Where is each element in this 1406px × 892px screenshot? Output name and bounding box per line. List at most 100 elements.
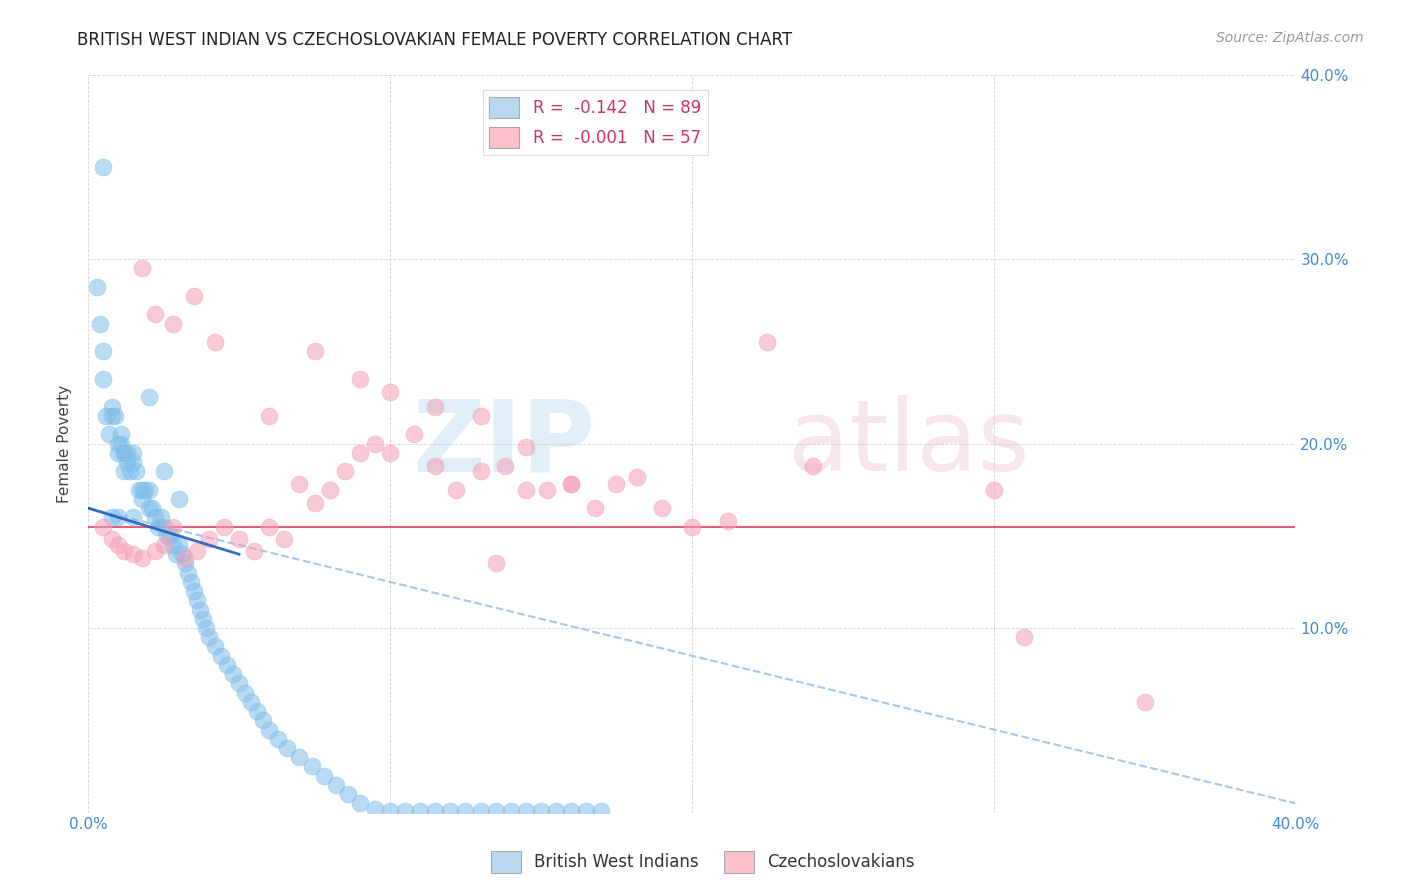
Point bbox=[165, 547, 187, 561]
Point bbox=[183, 584, 205, 599]
Point bbox=[101, 533, 124, 547]
Point bbox=[122, 446, 145, 460]
Point bbox=[146, 519, 169, 533]
Point bbox=[212, 519, 235, 533]
Point bbox=[162, 519, 184, 533]
Point bbox=[626, 469, 648, 483]
Point bbox=[378, 804, 401, 818]
Point bbox=[101, 510, 124, 524]
Point bbox=[96, 409, 118, 423]
Point bbox=[131, 261, 153, 276]
Point bbox=[312, 769, 335, 783]
Point bbox=[125, 464, 148, 478]
Point bbox=[560, 804, 582, 818]
Point bbox=[325, 778, 347, 792]
Point bbox=[1012, 630, 1035, 644]
Point bbox=[544, 804, 567, 818]
Point bbox=[515, 804, 537, 818]
Point bbox=[470, 409, 492, 423]
Point bbox=[131, 491, 153, 506]
Point bbox=[394, 804, 416, 818]
Point bbox=[117, 446, 139, 460]
Point bbox=[485, 804, 508, 818]
Point bbox=[110, 436, 132, 450]
Point bbox=[470, 464, 492, 478]
Point bbox=[128, 483, 150, 497]
Point bbox=[167, 538, 190, 552]
Point bbox=[446, 483, 468, 497]
Point bbox=[494, 458, 516, 473]
Point bbox=[257, 723, 280, 737]
Point bbox=[112, 446, 135, 460]
Point bbox=[1133, 695, 1156, 709]
Point bbox=[233, 685, 256, 699]
Point bbox=[112, 464, 135, 478]
Point bbox=[141, 501, 163, 516]
Point bbox=[605, 477, 627, 491]
Point bbox=[257, 409, 280, 423]
Point bbox=[215, 657, 238, 672]
Point bbox=[149, 510, 172, 524]
Point bbox=[756, 334, 779, 349]
Point bbox=[143, 510, 166, 524]
Legend: British West Indians, Czechoslovakians: British West Indians, Czechoslovakians bbox=[485, 845, 921, 880]
Point bbox=[91, 160, 114, 174]
Point bbox=[318, 483, 340, 497]
Point bbox=[276, 741, 298, 756]
Point bbox=[240, 695, 263, 709]
Point bbox=[107, 510, 129, 524]
Point bbox=[104, 409, 127, 423]
Point bbox=[191, 612, 214, 626]
Point bbox=[162, 317, 184, 331]
Point bbox=[409, 804, 432, 818]
Point bbox=[117, 455, 139, 469]
Point bbox=[162, 538, 184, 552]
Point bbox=[122, 547, 145, 561]
Point bbox=[515, 483, 537, 497]
Point bbox=[143, 307, 166, 321]
Point bbox=[131, 483, 153, 497]
Point bbox=[198, 533, 221, 547]
Point bbox=[152, 538, 174, 552]
Point bbox=[801, 458, 824, 473]
Point bbox=[246, 704, 269, 718]
Point bbox=[499, 804, 522, 818]
Point bbox=[267, 731, 290, 746]
Point bbox=[364, 436, 387, 450]
Point bbox=[120, 464, 142, 478]
Point bbox=[186, 543, 208, 558]
Point bbox=[170, 547, 193, 561]
Point bbox=[112, 446, 135, 460]
Point bbox=[91, 344, 114, 359]
Point bbox=[183, 289, 205, 303]
Point bbox=[591, 804, 613, 818]
Point bbox=[485, 557, 508, 571]
Point bbox=[186, 593, 208, 607]
Point bbox=[575, 804, 598, 818]
Point bbox=[349, 372, 371, 386]
Point bbox=[425, 804, 447, 818]
Y-axis label: Female Poverty: Female Poverty bbox=[58, 384, 72, 503]
Point bbox=[349, 797, 371, 811]
Point bbox=[560, 477, 582, 491]
Point bbox=[651, 501, 673, 516]
Point bbox=[98, 427, 121, 442]
Point bbox=[159, 529, 181, 543]
Point bbox=[152, 464, 174, 478]
Point bbox=[439, 804, 461, 818]
Point bbox=[304, 344, 326, 359]
Point bbox=[86, 279, 108, 293]
Point bbox=[530, 804, 553, 818]
Point bbox=[204, 334, 226, 349]
Point bbox=[122, 510, 145, 524]
Point bbox=[173, 550, 195, 565]
Point bbox=[112, 543, 135, 558]
Point bbox=[101, 400, 124, 414]
Point bbox=[301, 759, 323, 773]
Point bbox=[222, 667, 245, 681]
Point bbox=[110, 427, 132, 442]
Point bbox=[180, 574, 202, 589]
Text: ZIP: ZIP bbox=[412, 395, 595, 492]
Point bbox=[425, 400, 447, 414]
Point bbox=[288, 477, 311, 491]
